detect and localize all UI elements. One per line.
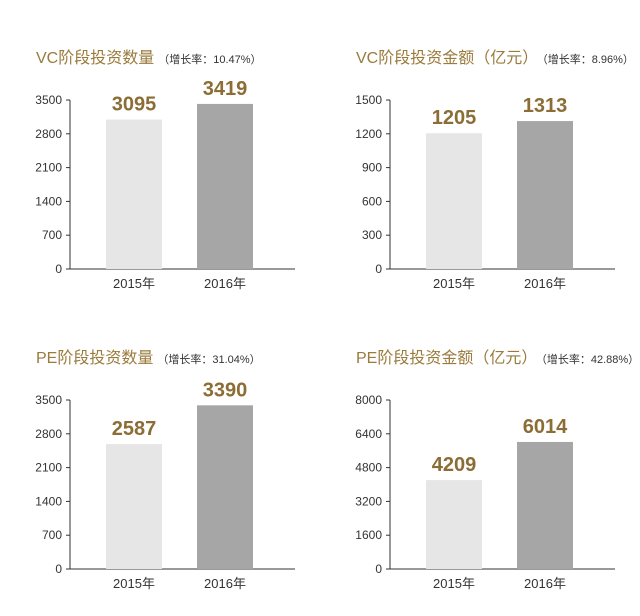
x-tick-label: 2015年 [113,276,155,291]
y-tick-label: 900 [362,161,382,175]
chart-pe-amount: PE阶段投资金额（亿元） （增长率：42.88%） 0 1600 3200 4800 640… [320,300,640,608]
y-tick-label: 700 [42,228,62,242]
y-tick-label: 700 [42,528,62,542]
chart-title: PE阶段投资金额（亿元） （增长率：42.88%） [356,349,639,367]
bar-2016 [517,121,573,269]
chart-title-text: VC阶段投资金额（亿元） [356,49,538,67]
bar-2015 [426,133,482,269]
chart-title-text: PE阶段投资金额（亿元） [356,349,537,367]
y-tick-label: 2800 [35,127,62,141]
x-tick-label: 2015年 [433,276,475,291]
data-label: 2587 [112,418,157,440]
y-tick-label: 1500 [355,93,382,107]
y-tick-label: 2800 [35,427,62,441]
data-label: 1313 [523,95,568,117]
data-label: 1205 [432,107,477,129]
x-tick-label: 2016年 [204,576,246,591]
y-tick-label: 2100 [35,161,62,175]
bar-2016 [517,441,573,569]
chart-title: VC阶段投资金额（亿元） （增长率：8.96%） [356,49,634,67]
y-tick-label: 0 [375,262,382,276]
data-label: 6014 [523,416,568,438]
chart-title-text: VC阶段投资数量 [36,49,154,67]
y-tick-label: 2100 [35,461,62,475]
chart-title: PE阶段投资数量 （增长率：31.04%） [36,349,261,367]
data-label: 4209 [432,454,477,476]
y-tick-label: 4800 [355,461,382,475]
y-tick-label: 1400 [35,194,62,208]
chart-pe-count: PE阶段投资数量 （增长率：31.04%） 0 700 1400 2100 2800 3500… [0,300,320,608]
chart-title-text: PE阶段投资数量 [36,349,153,367]
x-tick-label: 2016年 [204,276,246,291]
y-tick-label: 600 [362,194,382,208]
chart-svg: PE阶段投资数量 （增长率：31.04%） 0 700 1400 2100 2800 3500… [35,349,295,591]
y-tick-label: 300 [362,228,382,242]
y-tick-label: 3200 [355,494,382,508]
bar-2016 [197,103,253,270]
chart-svg: PE阶段投资金额（亿元） （增长率：42.88%） 0 1600 3200 4800 640… [355,349,639,591]
bar-2015 [426,480,482,569]
y-tick-label: 0 [55,262,62,276]
y-tick-label: 1400 [35,494,62,508]
y-tick-label: 1600 [355,528,382,542]
y-tick-label: 0 [375,562,382,576]
chart-vc-count: VC阶段投资数量 （增长率：10.47%） 0 700 1400 2100 2800 3500… [0,0,320,308]
chart-subtitle: （增长率：8.96%） [542,52,634,66]
y-tick-label: 3500 [35,393,62,407]
chart-svg: VC阶段投资数量 （增长率：10.47%） 0 700 1400 2100 2800 3500… [35,49,295,291]
x-tick-label: 2015年 [113,576,155,591]
y-tick-label: 1200 [355,127,382,141]
data-label: 3095 [112,94,157,116]
chart-vc-amount: VC阶段投资金额（亿元） （增长率：8.96%） 0 300 600 900 1200 150… [320,0,640,308]
chart-subtitle: （增长率：10.47%） [158,52,261,66]
bar-2016 [197,405,253,569]
x-tick-label: 2015年 [433,576,475,591]
bar-2015 [106,119,162,269]
data-label: 3390 [203,379,248,401]
chart-subtitle: （增长率：42.88%） [541,352,639,366]
chart-title: VC阶段投资数量 （增长率：10.47%） [36,49,262,67]
y-tick-label: 3500 [35,93,62,107]
x-tick-label: 2016年 [524,276,566,291]
x-tick-label: 2016年 [524,576,566,591]
y-tick-label: 0 [55,562,62,576]
chart-svg: VC阶段投资金额（亿元） （增长率：8.96%） 0 300 600 900 1200 150… [355,49,634,291]
bar-2015 [106,444,162,569]
chart-subtitle: （增长率：31.04%） [157,352,260,366]
data-label: 3419 [203,78,248,100]
y-tick-label: 8000 [355,393,382,407]
y-tick-label: 6400 [355,427,382,441]
